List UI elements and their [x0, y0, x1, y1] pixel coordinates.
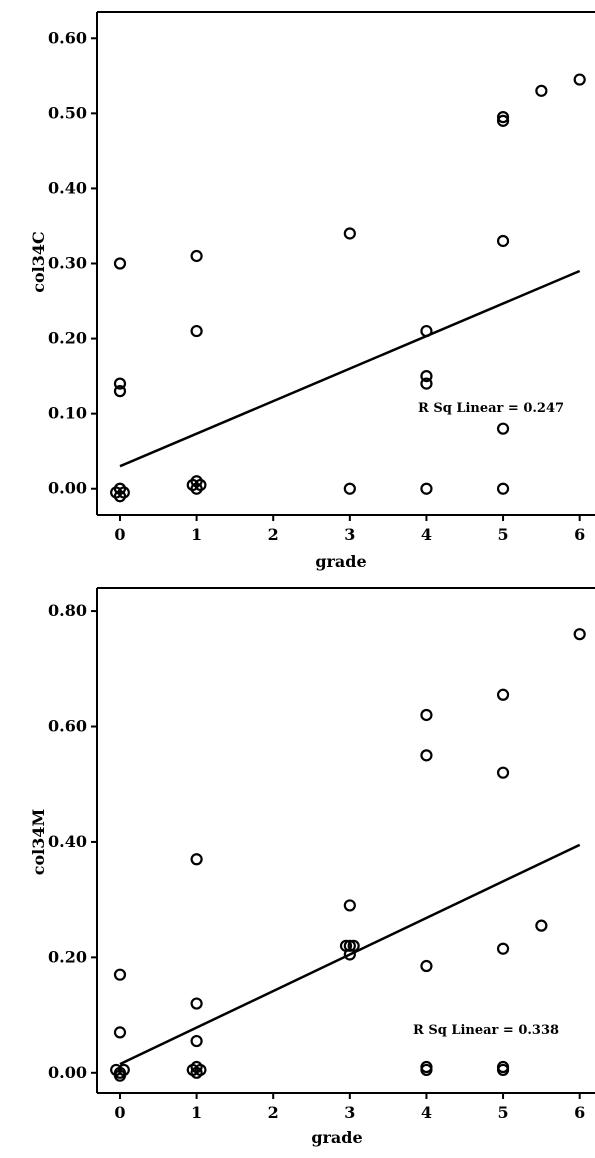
y-tick-label: 0.20 — [48, 329, 87, 348]
x-tick-label: 1 — [191, 1103, 202, 1122]
data-point — [573, 628, 586, 641]
data-point — [113, 377, 127, 390]
y-tick-label: 0.80 — [48, 601, 87, 620]
data-point — [113, 257, 127, 270]
y-axis-title: col34C — [29, 231, 48, 293]
y-tick-label: 0.40 — [48, 832, 87, 851]
data-point — [420, 324, 433, 338]
data-point — [496, 422, 510, 435]
r-squared-annotation: R Sq Linear = 0.247 — [418, 401, 564, 416]
data-point — [190, 997, 203, 1010]
data-point — [113, 385, 127, 398]
data-point — [190, 324, 203, 338]
data-point — [113, 968, 127, 981]
data-point — [496, 111, 510, 124]
data-point — [496, 766, 510, 779]
data-point — [420, 370, 433, 383]
data-point — [190, 1066, 203, 1079]
data-point — [343, 227, 356, 240]
data-point — [420, 749, 433, 762]
y-tick-label: 0.30 — [48, 254, 87, 273]
x-tick-label: 5 — [497, 525, 508, 544]
data-point — [113, 1026, 127, 1039]
y-tick-label: 0.00 — [48, 479, 87, 498]
data-point — [420, 482, 433, 495]
data-point — [190, 249, 203, 263]
y-tick-label: 0.20 — [48, 947, 87, 966]
y-tick-label: 0.50 — [48, 103, 87, 122]
x-tick-label: 6 — [574, 525, 585, 544]
regression-line — [119, 269, 581, 468]
scatter-chart-col34m: 0.00 0.20 0.40 0.60 0.80 0 1 2 3 4 5 6 R Sq Linear … — [29, 587, 595, 1147]
data-point — [343, 939, 356, 952]
y-tick-label: 0.60 — [48, 717, 87, 736]
y-tick-label: 0.10 — [48, 404, 87, 423]
data-point — [420, 708, 433, 722]
x-axis-title: grade — [315, 552, 366, 571]
y-tick-label: 0.60 — [48, 28, 87, 47]
data-point — [343, 899, 356, 912]
data-point — [496, 1063, 510, 1077]
data-point — [190, 1034, 203, 1048]
data-point — [496, 688, 510, 701]
y-tick-label: 0.40 — [48, 178, 87, 197]
data-point — [496, 942, 510, 955]
x-tick-label: 2 — [268, 1103, 279, 1122]
plot-area: 0.00 0.10 0.20 0.30 0.40 0.50 0.60 0 1 2 3 4 5 6 — [48, 11, 595, 544]
data-point — [190, 482, 203, 495]
data-point — [573, 73, 586, 86]
x-tick-label: 3 — [344, 525, 355, 544]
r-squared-annotation: R Sq Linear = 0.338 — [413, 1023, 559, 1038]
x-tick-label: 2 — [268, 525, 279, 544]
x-tick-label: 6 — [574, 1103, 585, 1122]
x-tick-label: 1 — [191, 525, 202, 544]
data-point — [190, 1060, 203, 1074]
data-point — [113, 1069, 127, 1082]
x-tick-label: 3 — [344, 1103, 355, 1122]
regression-line — [119, 843, 581, 1066]
data-point — [190, 853, 203, 866]
x-tick-label: 4 — [421, 1103, 432, 1122]
scatter-chart-col34c: 0.00 0.10 0.20 0.30 0.40 0.50 0.60 0 1 2 3 4 5 6 R Sq… — [29, 11, 595, 571]
data-point — [496, 114, 510, 127]
x-axis-title: grade — [311, 1128, 362, 1147]
x-tick-label: 4 — [421, 525, 432, 544]
y-axis-title: col34M — [29, 809, 48, 875]
data-point — [535, 919, 548, 932]
data-point — [113, 490, 127, 503]
data-point — [496, 234, 510, 248]
data-point — [343, 482, 356, 495]
data-point — [496, 482, 510, 495]
data-point — [420, 377, 433, 390]
data-point — [535, 84, 548, 97]
x-tick-label: 0 — [114, 1103, 125, 1122]
x-tick-label: 0 — [114, 525, 125, 544]
data-point — [420, 1063, 433, 1077]
data-point — [420, 959, 433, 973]
x-tick-label: 5 — [497, 1103, 508, 1122]
data-point — [343, 948, 356, 961]
y-tick-label: 0.00 — [48, 1063, 87, 1082]
plot-area: 0.00 0.20 0.40 0.60 0.80 0 1 2 3 4 5 6 — [48, 587, 595, 1122]
data-point — [190, 475, 203, 488]
